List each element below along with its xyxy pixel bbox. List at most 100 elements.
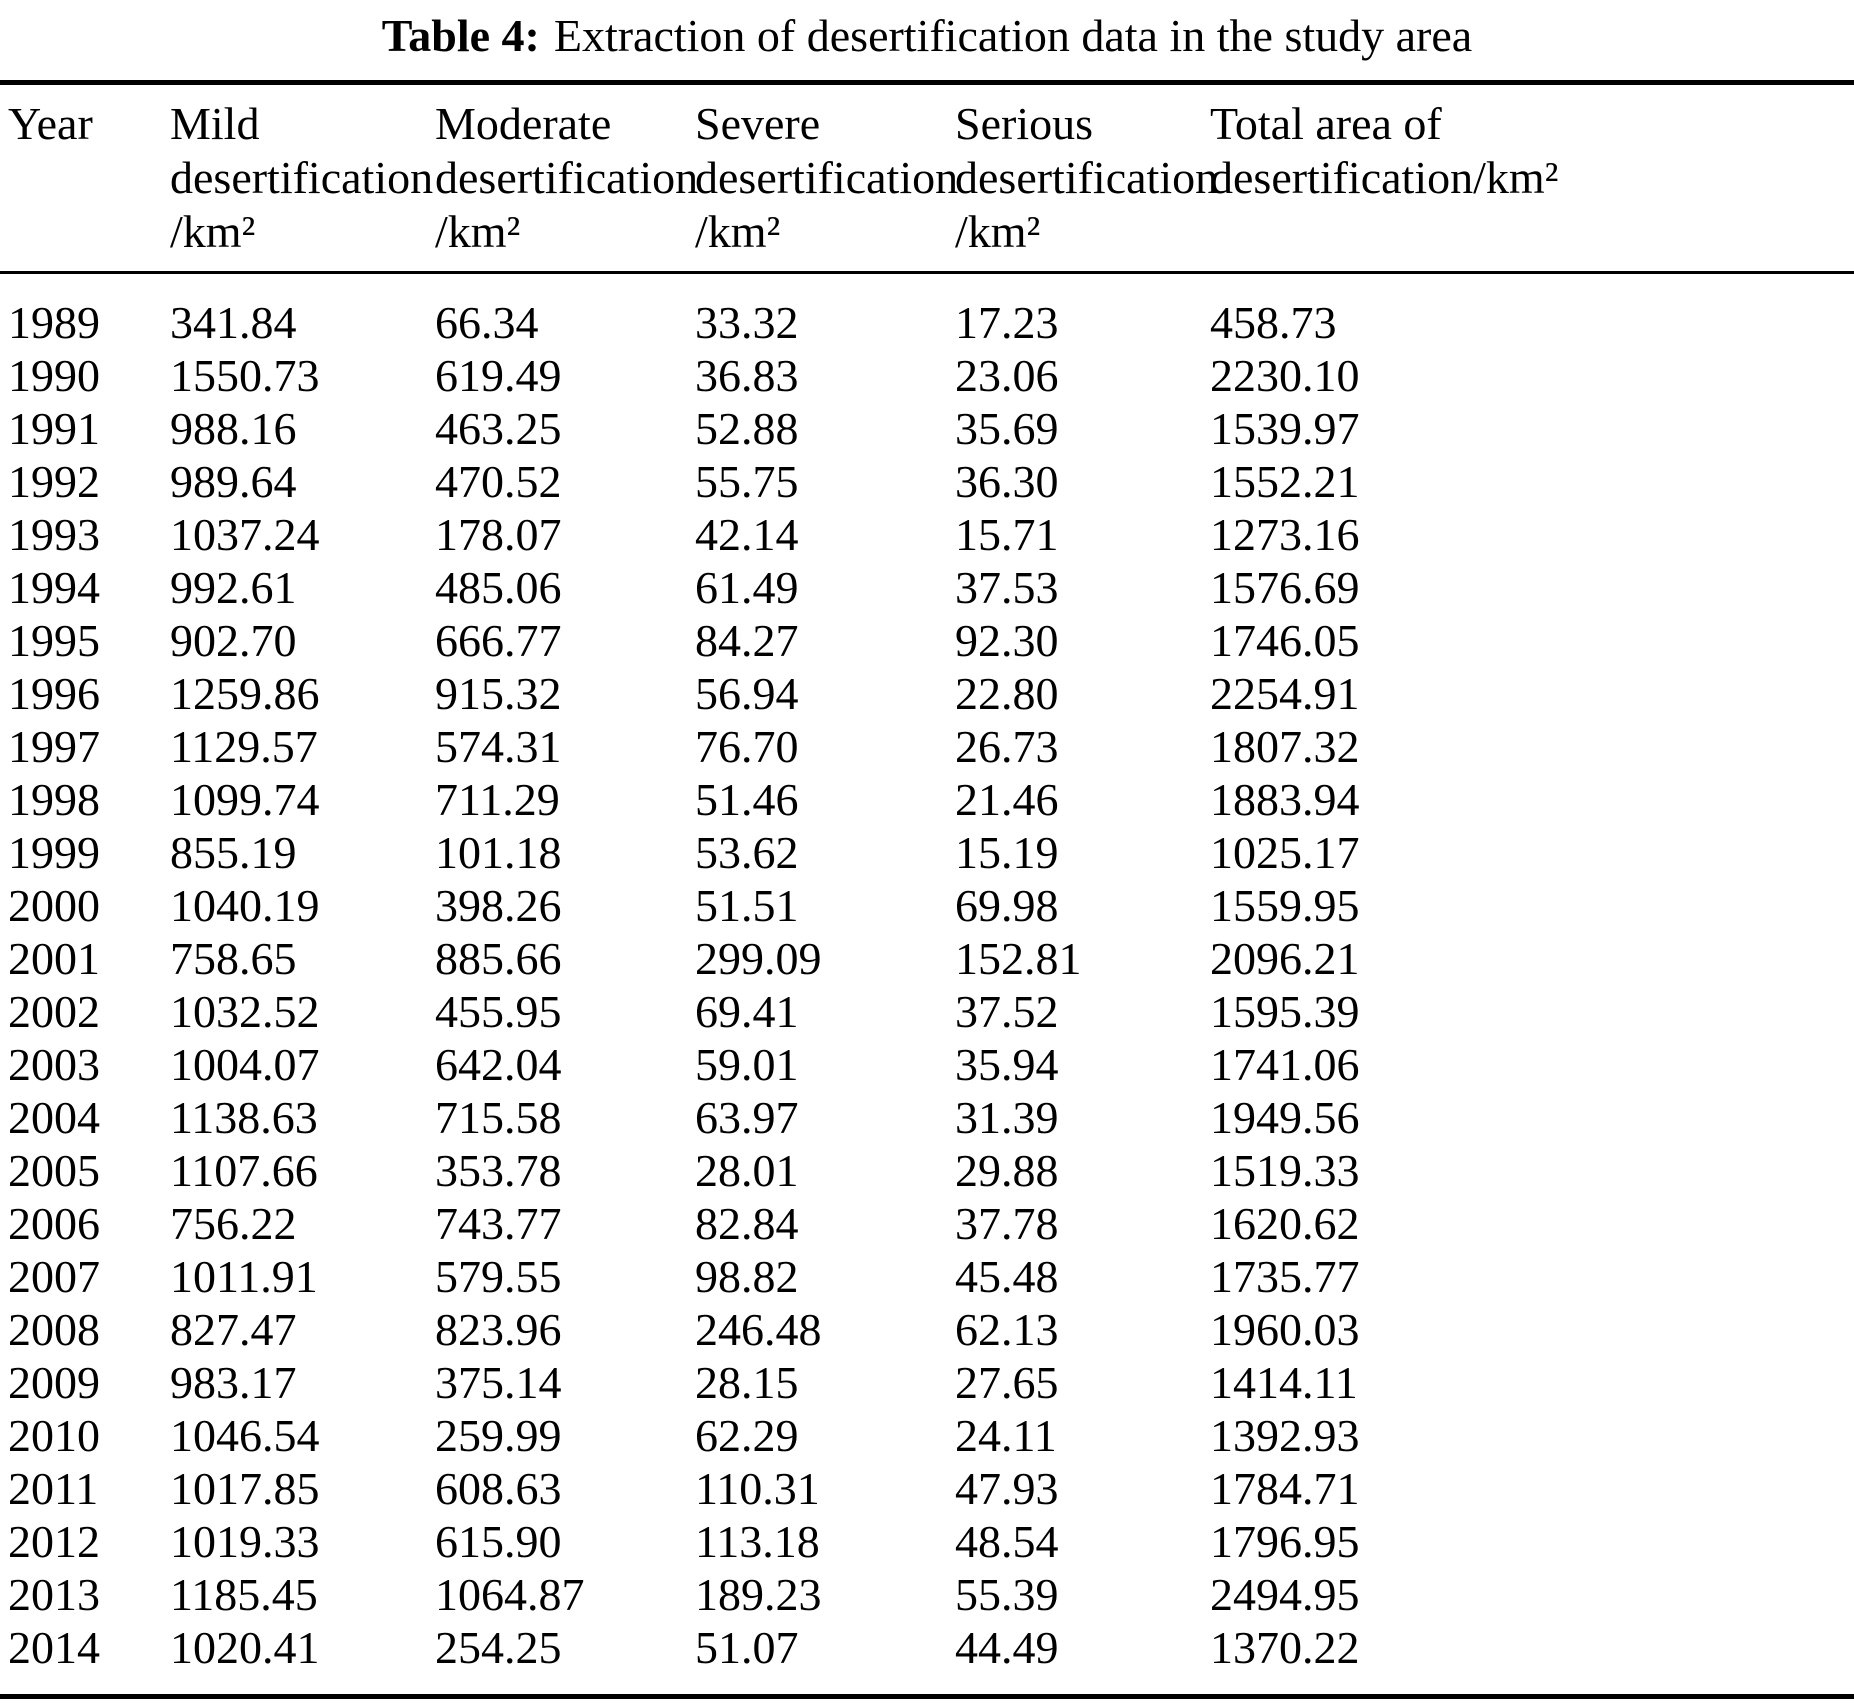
table-cell: 1037.24 bbox=[170, 509, 320, 560]
table-cell: 17.23 bbox=[955, 297, 1059, 348]
table-cell: 2006 bbox=[8, 1198, 100, 1249]
table-row: 2010 1046.54 259.99 62.29 24.11 1392.93 bbox=[0, 1409, 1854, 1462]
table-row: 1995 902.70 666.77 84.27 92.30 1746.05 bbox=[0, 614, 1854, 667]
table-cell: 1741.06 bbox=[1210, 1039, 1360, 1090]
table-row: 2014 1020.41 254.25 51.07 44.49 1370.22 bbox=[0, 1621, 1854, 1697]
table-cell: 2096.21 bbox=[1210, 933, 1360, 984]
table-cell: 1273.16 bbox=[1210, 509, 1360, 560]
table-cell: 36.30 bbox=[955, 456, 1059, 507]
table-cell: 2014 bbox=[8, 1622, 100, 1673]
table-cell: 855.19 bbox=[170, 827, 297, 878]
table-cell: 666.77 bbox=[435, 615, 562, 666]
table-cell: 66.34 bbox=[435, 297, 539, 348]
table-cell: 42.14 bbox=[695, 509, 799, 560]
table-cell: 23.06 bbox=[955, 350, 1059, 401]
table-cell: 36.83 bbox=[695, 350, 799, 401]
table-row: 2002 1032.52 455.95 69.41 37.52 1595.39 bbox=[0, 985, 1854, 1038]
column-header-moderate: Moderate desertification /km² bbox=[435, 82, 698, 274]
table-cell: 2001 bbox=[8, 933, 100, 984]
table-cell: 1004.07 bbox=[170, 1039, 320, 1090]
table-cell: 375.14 bbox=[435, 1357, 562, 1408]
table-cell: 2012 bbox=[8, 1516, 100, 1567]
table-row: 2009 983.17 375.14 28.15 27.65 1414.11 bbox=[0, 1356, 1854, 1409]
table-cell: 47.93 bbox=[955, 1463, 1059, 1514]
table-cell: 84.27 bbox=[695, 615, 799, 666]
table-cell: 915.32 bbox=[435, 668, 562, 719]
table-cell: 35.69 bbox=[955, 403, 1059, 454]
table-cell: 642.04 bbox=[435, 1039, 562, 1090]
table-cell: 1185.45 bbox=[170, 1569, 318, 1620]
column-header-severe: Severe desertification /km² bbox=[695, 82, 958, 274]
table-cell: 2010 bbox=[8, 1410, 100, 1461]
table-cell: 1999 bbox=[8, 827, 100, 878]
table-cell: 1099.74 bbox=[170, 774, 320, 825]
table-cell: 398.26 bbox=[435, 880, 562, 931]
desertification-data-table: Year Mild desertification /km² Moderate … bbox=[0, 80, 1854, 1699]
table-row: 2007 1011.91 579.55 98.82 45.48 1735.77 bbox=[0, 1250, 1854, 1303]
table-row: 2004 1138.63 715.58 63.97 31.39 1949.56 bbox=[0, 1091, 1854, 1144]
table-cell: 1129.57 bbox=[170, 721, 318, 772]
table-cell: 1559.95 bbox=[1210, 880, 1360, 931]
table-cell: 1997 bbox=[8, 721, 100, 772]
table-cell: 98.82 bbox=[695, 1251, 799, 1302]
table-cell: 37.78 bbox=[955, 1198, 1059, 1249]
table-cell: 485.06 bbox=[435, 562, 562, 613]
table-cell: 55.39 bbox=[955, 1569, 1059, 1620]
table-cell: 33.32 bbox=[695, 297, 799, 348]
table-cell: 52.88 bbox=[695, 403, 799, 454]
table-cell: 1019.33 bbox=[170, 1516, 320, 1567]
table-cell: 1995 bbox=[8, 615, 100, 666]
column-header-serious: Serious desertification /km² bbox=[955, 82, 1218, 274]
table-cell: 259.99 bbox=[435, 1410, 562, 1461]
table-cell: 1883.94 bbox=[1210, 774, 1360, 825]
table-cell: 22.80 bbox=[955, 668, 1059, 719]
table-cell: 92.30 bbox=[955, 615, 1059, 666]
table-cell: 743.77 bbox=[435, 1198, 562, 1249]
table-cell: 2008 bbox=[8, 1304, 100, 1355]
table-row: 1993 1037.24 178.07 42.14 15.71 1273.16 bbox=[0, 508, 1854, 561]
table-cell: 1040.19 bbox=[170, 880, 320, 931]
table-row: 1994 992.61 485.06 61.49 37.53 1576.69 bbox=[0, 561, 1854, 614]
table-row: 1996 1259.86 915.32 56.94 22.80 2254.91 bbox=[0, 667, 1854, 720]
table-cell: 1370.22 bbox=[1210, 1622, 1360, 1673]
table-cell: 2004 bbox=[8, 1092, 100, 1143]
table-cell: 1539.97 bbox=[1210, 403, 1360, 454]
table-cell: 1552.21 bbox=[1210, 456, 1360, 507]
table-cell: 1996 bbox=[8, 668, 100, 719]
table-title-caption: Extraction of desertification data in th… bbox=[553, 10, 1473, 61]
table-row: 2005 1107.66 353.78 28.01 29.88 1519.33 bbox=[0, 1144, 1854, 1197]
table-cell: 989.64 bbox=[170, 456, 297, 507]
table-cell: 1989 bbox=[8, 297, 100, 348]
table-cell: 1138.63 bbox=[170, 1092, 318, 1143]
table-cell: 53.62 bbox=[695, 827, 799, 878]
table-cell: 823.96 bbox=[435, 1304, 562, 1355]
table-cell: 152.81 bbox=[955, 933, 1082, 984]
table-cell: 110.31 bbox=[695, 1463, 820, 1514]
table-cell: 827.47 bbox=[170, 1304, 297, 1355]
table-cell: 579.55 bbox=[435, 1251, 562, 1302]
header-row: Year Mild desertification /km² Moderate … bbox=[0, 82, 1854, 274]
table-cell: 101.18 bbox=[435, 827, 562, 878]
table-cell: 1025.17 bbox=[1210, 827, 1360, 878]
table-cell: 2007 bbox=[8, 1251, 100, 1302]
table-cell: 48.54 bbox=[955, 1516, 1059, 1567]
table-cell: 463.25 bbox=[435, 403, 562, 454]
table-cell: 31.39 bbox=[955, 1092, 1059, 1143]
table-cell: 992.61 bbox=[170, 562, 297, 613]
table-cell: 2494.95 bbox=[1210, 1569, 1360, 1620]
table-cell: 26.73 bbox=[955, 721, 1059, 772]
table-cell: 1550.73 bbox=[170, 350, 320, 401]
table-cell: 1960.03 bbox=[1210, 1304, 1360, 1355]
table-cell: 69.41 bbox=[695, 986, 799, 1037]
table-cell: 1992 bbox=[8, 456, 100, 507]
table-cell: 51.51 bbox=[695, 880, 799, 931]
table-cell: 24.11 bbox=[955, 1410, 1057, 1461]
table-row: 1997 1129.57 574.31 76.70 26.73 1807.32 bbox=[0, 720, 1854, 773]
table-cell: 55.75 bbox=[695, 456, 799, 507]
table-row: 2003 1004.07 642.04 59.01 35.94 1741.06 bbox=[0, 1038, 1854, 1091]
table-cell: 983.17 bbox=[170, 1357, 297, 1408]
table-cell: 1392.93 bbox=[1210, 1410, 1360, 1461]
table-cell: 254.25 bbox=[435, 1622, 562, 1673]
table-cell: 1107.66 bbox=[170, 1145, 318, 1196]
